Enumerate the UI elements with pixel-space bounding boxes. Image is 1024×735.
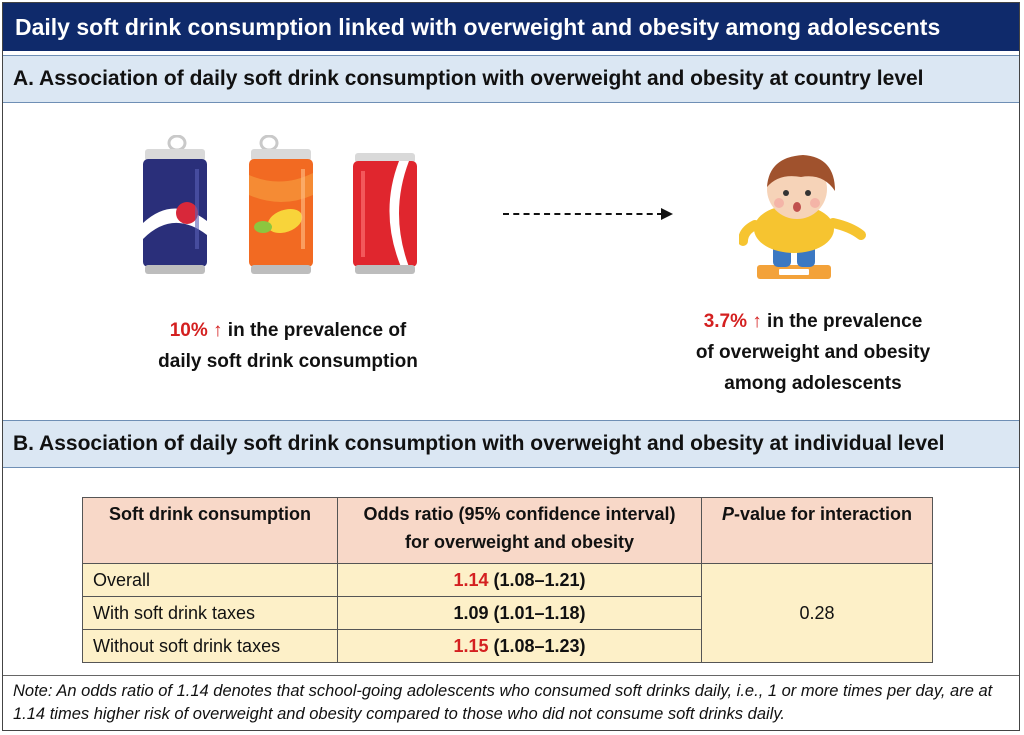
confidence-interval: (1.08–1.21) [488, 569, 586, 590]
table-header-row: Soft drink consumption Odds ratio (95% c… [82, 497, 933, 564]
left-caption-line2: daily soft drink consumption [158, 351, 418, 372]
header-p-italic: P [721, 504, 734, 524]
odds-ratio-value: 1.14 [453, 569, 489, 590]
right-caption: 3.7% ↑ in the prevalence of overweight a… [653, 306, 973, 399]
dashed-arrow-line [503, 213, 663, 215]
section-a-heading: A. Association of daily soft drink consu… [3, 55, 1019, 103]
odds-ratio-value: 1.15 [453, 635, 489, 656]
arrow-right-icon [661, 208, 673, 220]
section-b-heading: B. Association of daily soft drink consu… [3, 420, 1019, 468]
confidence-interval: (1.08–1.23) [488, 635, 586, 656]
confidence-interval: (1.01–1.18) [488, 602, 586, 623]
header-odds-ratio: Odds ratio (95% confidence interval) for… [337, 497, 702, 564]
header-odds-ratio-line1: Odds ratio (95% confidence interval) [363, 504, 676, 524]
right-caption-line2: of overweight and obesity [695, 342, 931, 363]
odds-ratio-value: 1.09 [453, 602, 489, 623]
header-p-rest: -value for interaction [733, 504, 913, 524]
table-row: Overall 1.14 (1.08–1.21) 0.28 [82, 563, 933, 663]
table-row: With soft drink taxes 1.09 (1.01–1.18) [82, 596, 933, 630]
left-caption-value: 10% ↑ [169, 320, 223, 341]
right-caption-line3: among adolescents [724, 373, 902, 394]
odds-ratio-table: Soft drink consumption Odds ratio (95% c… [82, 497, 933, 663]
row-odds-ratio: 1.09 (1.01–1.18) [337, 596, 702, 630]
note-divider [3, 675, 1019, 676]
right-caption-line1: in the prevalence [761, 311, 923, 332]
row-label: Overall [82, 563, 338, 597]
header-soft-drink-consumption: Soft drink consumption [82, 497, 338, 564]
red-soda-can-icon [353, 153, 417, 274]
row-odds-ratio: 1.14 (1.08–1.21) [337, 563, 702, 597]
blue-soda-can-icon [143, 135, 207, 274]
header-odds-ratio-line2: for overweight and obesity [404, 532, 635, 552]
orange-soda-can-icon [249, 135, 313, 274]
left-caption-line1: in the prevalence of [222, 320, 407, 341]
right-caption-value: 3.7% ↑ [703, 311, 762, 332]
footnote: Note: An odds ratio of 1.14 denotes that… [13, 682, 993, 723]
header-p-value: P-value for interaction [701, 497, 933, 564]
row-label: With soft drink taxes [82, 596, 338, 630]
table-row: Without soft drink taxes 1.15 (1.08–1.23… [82, 629, 933, 663]
row-odds-ratio: 1.15 (1.08–1.23) [337, 629, 702, 663]
overweight-child-icon [739, 155, 866, 279]
p-value-cell: 0.28 [701, 563, 933, 663]
page-title: Daily soft drink consumption linked with… [3, 3, 1019, 51]
row-label: Without soft drink taxes [82, 629, 338, 663]
left-caption: 10% ↑ in the prevalence of daily soft dr… [123, 315, 453, 377]
